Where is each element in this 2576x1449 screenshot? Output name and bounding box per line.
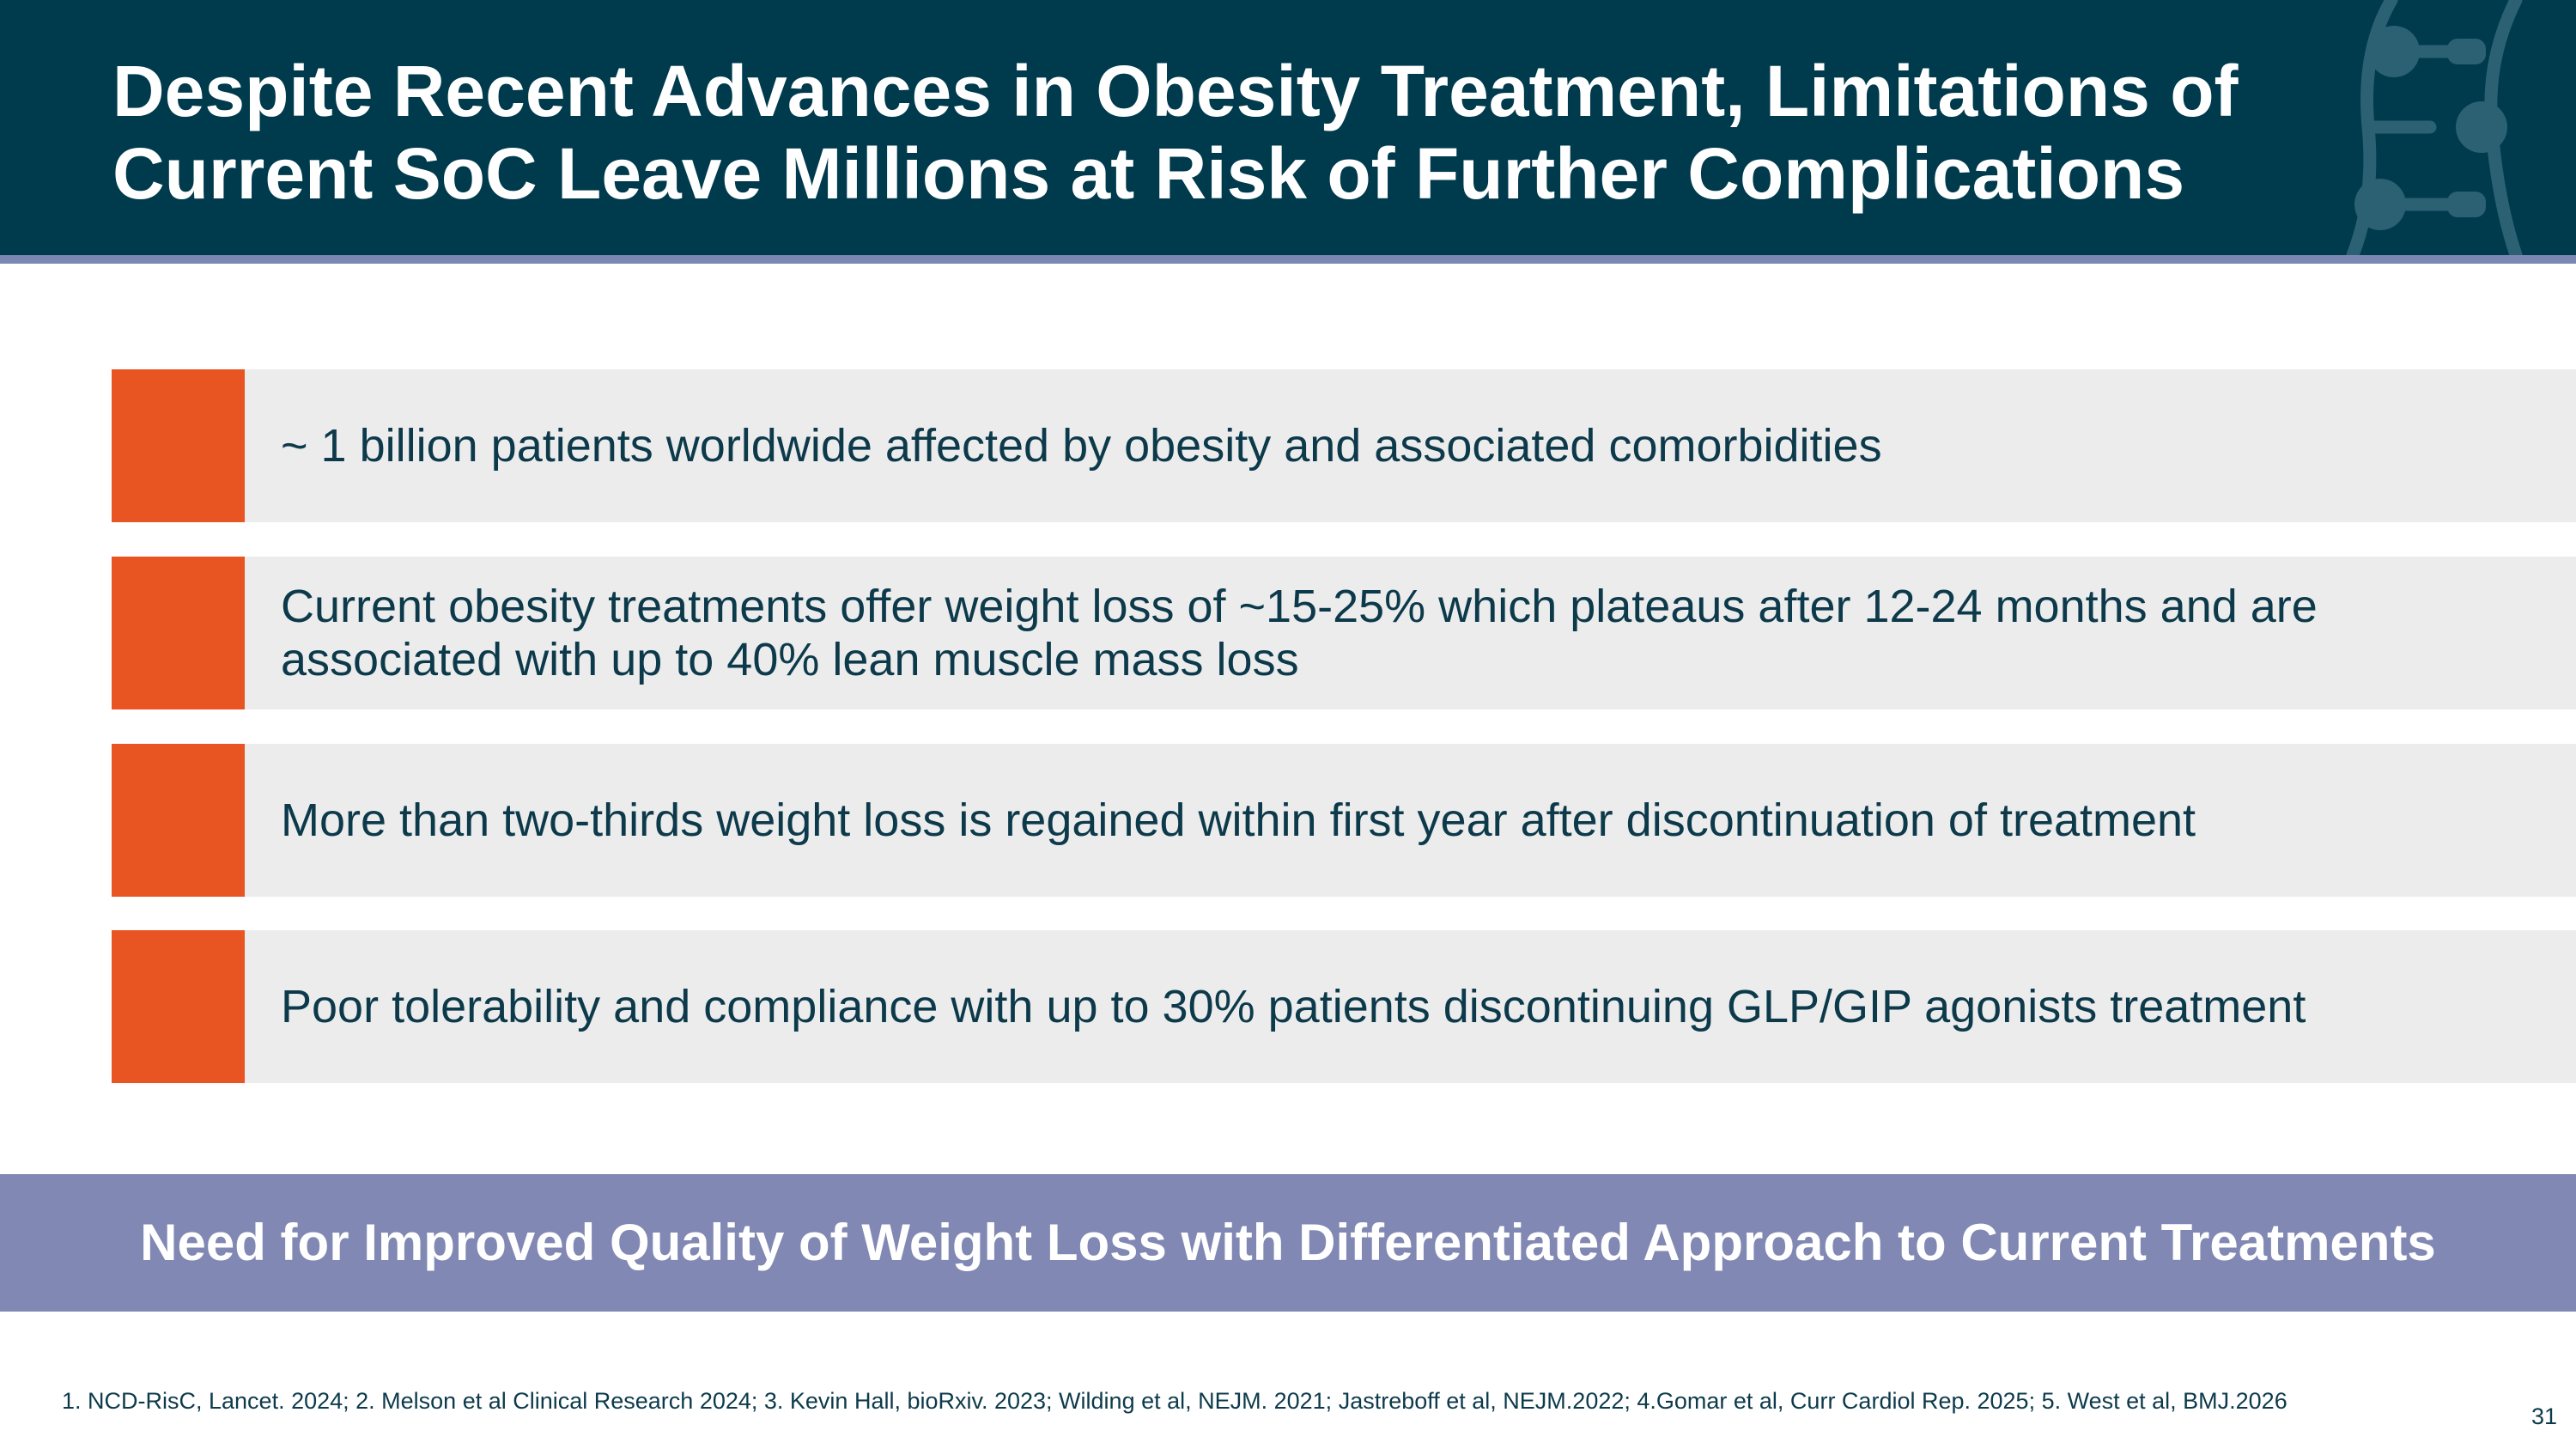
bullet-text: More than two-thirds weight loss is rega… [281, 795, 2196, 846]
orange-marker [112, 744, 245, 897]
orange-marker [112, 369, 245, 522]
bullet-text: Current obesity treatments offer weight … [281, 581, 2318, 685]
header-bar: Despite Recent Advances in Obesity Treat… [0, 0, 2576, 255]
bullet-text: ~ 1 billion patients worldwide affected … [281, 420, 1882, 472]
header-divider [0, 255, 2576, 264]
bullet-item: More than two-thirds weight loss is rega… [112, 744, 2576, 897]
conclusion-banner: Need for Improved Quality of Weight Loss… [0, 1174, 2576, 1312]
orange-marker [112, 930, 245, 1083]
banner-text: Need for Improved Quality of Weight Loss… [140, 1214, 2436, 1271]
orange-marker [112, 557, 245, 709]
page-title: Despite Recent Advances in Obesity Treat… [112, 51, 2239, 214]
bullet-item: Current obesity treatments offer weight … [112, 557, 2576, 709]
bullet-item: ~ 1 billion patients worldwide affected … [112, 369, 2576, 522]
dna-ladder-logo-icon [2346, 0, 2523, 255]
references-footnote: 1. NCD-RisC, Lancet. 2024; 2. Melson et … [62, 1388, 2287, 1414]
bullet-text: Poor tolerability and compliance with up… [281, 981, 2306, 1032]
page-number: 31 [2530, 1403, 2557, 1429]
bullet-item: Poor tolerability and compliance with up… [112, 930, 2576, 1083]
